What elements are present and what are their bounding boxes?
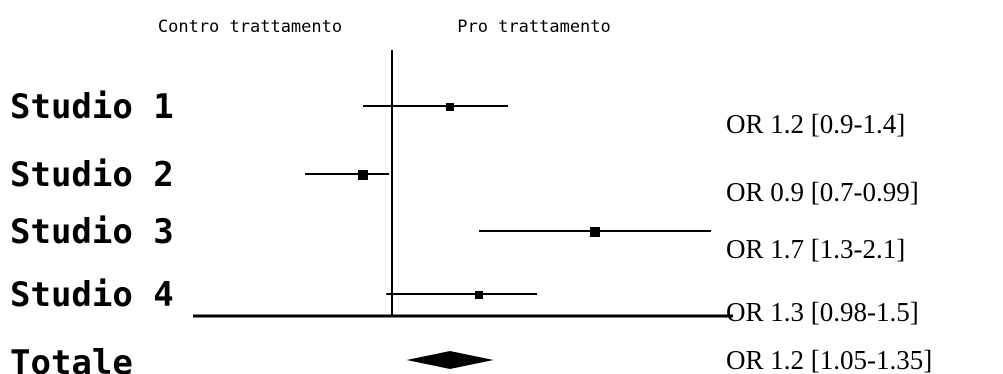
total-label: Totale [10, 343, 133, 374]
header-left-label: Contro trattamento [158, 17, 342, 37]
study-point-4 [475, 291, 483, 299]
study-or-label-1: OR 1.2 [0.9-1.4] [726, 109, 905, 139]
study-marks: Studio 1 OR 1.2 [0.9-1.4] Studio 2 OR 0.9 [… [10, 87, 932, 374]
total-diamond [406, 351, 494, 369]
header-right-label: Pro trattamento [457, 17, 611, 37]
study-label-2: Studio 2 [10, 155, 174, 195]
study-or-label-3: OR 1.7 [1.3-2.1] [726, 234, 905, 264]
study-point-2 [358, 170, 368, 180]
total-or-label: OR 1.2 [1.05-1.35] [726, 345, 932, 374]
study-point-3 [590, 227, 600, 237]
study-label-4: Studio 4 [10, 275, 174, 315]
study-or-label-4: OR 1.3 [0.98-1.5] [726, 297, 919, 327]
study-label-3: Studio 3 [10, 212, 174, 252]
study-point-1 [446, 103, 454, 111]
study-or-label-2: OR 0.9 [0.7-0.99] [726, 177, 919, 207]
study-label-1: Studio 1 [10, 87, 174, 127]
